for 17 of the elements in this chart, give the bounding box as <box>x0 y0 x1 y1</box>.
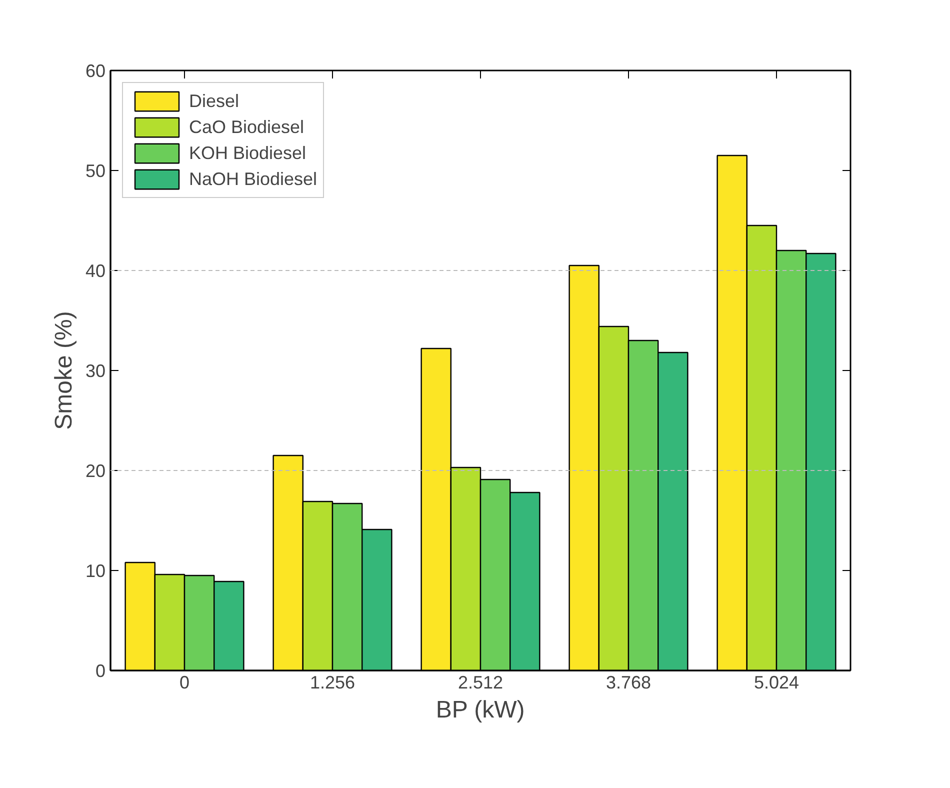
y-axis-title: Smoke (%) <box>50 311 78 430</box>
y-tick-label: 60 <box>85 61 106 81</box>
legend-label: NaOH Biodiesel <box>189 168 318 190</box>
legend-label: CaO Biodiesel <box>189 116 304 138</box>
x-tick-label: 3.768 <box>606 672 652 692</box>
legend-label: Diesel <box>189 90 240 112</box>
x-axis-title: BP (kW) <box>436 696 525 724</box>
x-tick-label: 2.512 <box>458 672 504 692</box>
y-tick-label: 50 <box>85 161 106 181</box>
y-tick-label: 30 <box>85 361 106 381</box>
x-tick-label: 0 <box>179 672 190 692</box>
legend-label: KOH Biodiesel <box>189 142 306 164</box>
y-tick-label: 20 <box>85 461 106 481</box>
x-tick-label: 5.024 <box>754 672 800 692</box>
x-tick-label: 1.256 <box>310 672 356 692</box>
y-tick-label: 10 <box>85 561 106 581</box>
y-tick-label: 40 <box>85 261 106 281</box>
